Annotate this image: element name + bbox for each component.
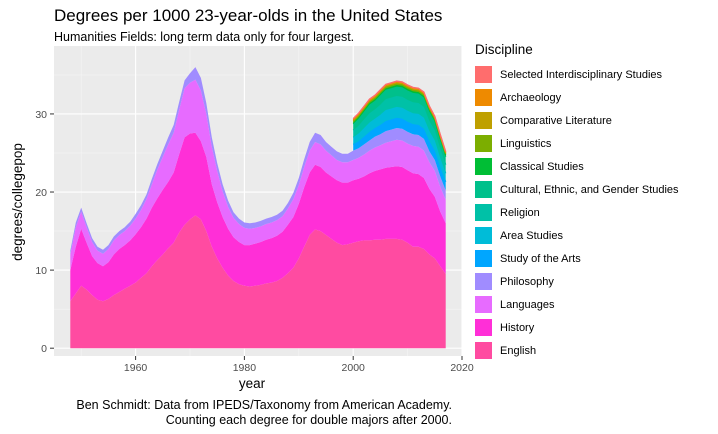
y-tick-label: 0 (41, 343, 47, 355)
chart-title: Degrees per 1000 23-year-olds in the Uni… (54, 6, 443, 25)
legend-swatch (475, 227, 492, 244)
legend-item: Comparative Literature (475, 109, 679, 132)
legend-item: Study of the Arts (475, 247, 679, 270)
caption-line: Ben Schmidt: Data from IPEDS/Taxonomy fr… (76, 398, 452, 412)
legend-label: Area Studies (500, 229, 563, 242)
legend-label: Cultural, Ethnic, and Gender Studies (500, 183, 679, 196)
legend-swatch (475, 342, 492, 359)
legend-item: Cultural, Ethnic, and Gender Studies (475, 178, 679, 201)
legend: Discipline Selected Interdisciplinary St… (475, 42, 679, 362)
area-english (70, 215, 446, 349)
legend-swatch (475, 181, 492, 198)
line-area-studies (352, 106, 447, 174)
legend-label: Classical Studies (500, 160, 584, 173)
legend-swatch (475, 250, 492, 267)
legend-title: Discipline (475, 42, 533, 57)
legend-label: Archaeology (500, 91, 562, 104)
line-selected-interdisciplinary-studies (352, 80, 447, 152)
legend-item: Languages (475, 293, 679, 316)
legend-item: Religion (475, 201, 679, 224)
legend-swatch (475, 89, 492, 106)
legend-item: Area Studies (475, 224, 679, 247)
legend-label: Study of the Arts (500, 252, 581, 265)
area-area-studies (353, 106, 446, 182)
area-history (70, 132, 446, 302)
area-religion (353, 96, 446, 174)
legend-label: Religion (500, 206, 540, 219)
legend-swatch (475, 296, 492, 313)
legend-item: Archaeology (475, 86, 679, 109)
legend-label: Linguistics (500, 137, 552, 150)
chart-caption: Ben Schmidt: Data from IPEDS/Taxonomy fr… (76, 398, 452, 428)
legend-label: Philosophy (500, 275, 554, 288)
x-tick-label: 2000 (342, 362, 366, 374)
caption-line: Counting each degree for double majors a… (165, 413, 452, 427)
legend-swatch (475, 66, 492, 83)
legend-label: Selected Interdisciplinary Studies (500, 68, 663, 81)
legend-item: Philosophy (475, 270, 679, 293)
legend-item: Selected Interdisciplinary Studies (475, 63, 679, 86)
legend-label: English (500, 344, 537, 357)
legend-swatch (475, 319, 492, 336)
y-tick-label: 30 (35, 109, 47, 121)
legend-swatch (475, 158, 492, 175)
y-tick-label: 20 (35, 187, 47, 199)
chart-subtitle: Humanities Fields: long term data only f… (54, 30, 355, 44)
legend-item: Linguistics (475, 132, 679, 155)
y-axis-label: degrees/collegepop (10, 143, 25, 261)
legend-label: History (500, 321, 535, 334)
area-study-of-the-arts (353, 117, 446, 191)
legend-label: Comparative Literature (500, 114, 612, 127)
legend-label: Languages (500, 298, 555, 311)
area-cultural-ethnic-and-gender-studies (353, 86, 446, 165)
legend-swatch (475, 135, 492, 152)
legend-swatch (475, 112, 492, 129)
y-tick-label: 10 (35, 265, 47, 277)
y-axis: 0 10 20 30 (35, 109, 54, 355)
area-series-group (70, 67, 447, 349)
legend-item: Classical Studies (475, 155, 679, 178)
x-tick-label: 1980 (233, 362, 257, 374)
area-languages (70, 79, 446, 271)
x-axis: 1960 1980 2000 2020 (124, 356, 474, 374)
legend-swatch (475, 204, 492, 221)
x-tick-label: 1960 (124, 362, 148, 374)
x-axis-label: year (239, 376, 266, 391)
x-tick-label: 2020 (450, 362, 474, 374)
legend-items: Selected Interdisciplinary Studies Archae… (475, 63, 679, 362)
legend-item: History (475, 316, 679, 339)
legend-item: English (475, 339, 679, 362)
legend-swatch (475, 273, 492, 290)
